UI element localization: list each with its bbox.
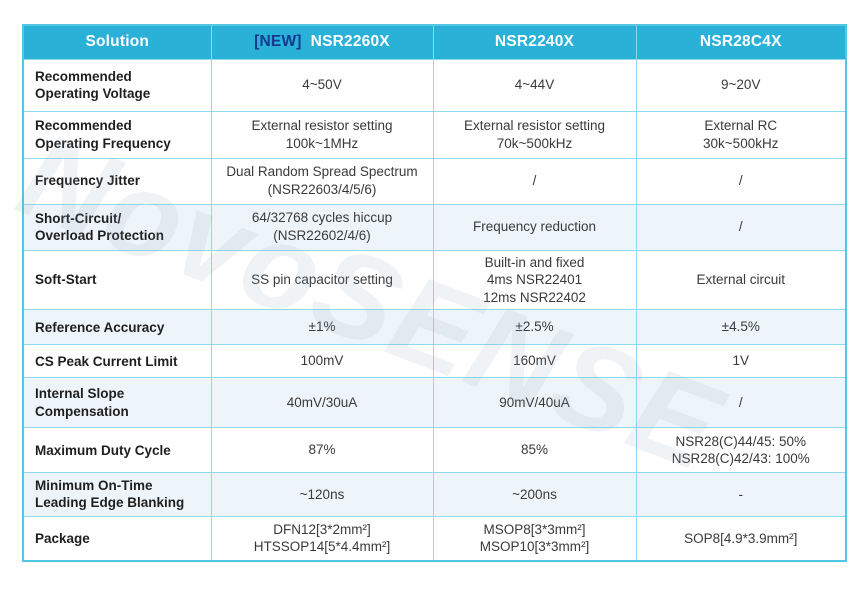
table-cell: External circuit (635, 249, 847, 311)
table-cell: MSOP8[3*3mm²] MSOP10[3*3mm²] (432, 515, 637, 562)
column-header-label: NSR28C4X (699, 33, 782, 51)
column-header-nsr2240x: NSR2240X (432, 24, 637, 60)
table-cell: / (635, 377, 847, 429)
row-label: Reference Accuracy (22, 309, 212, 346)
row-label: Frequency Jitter (22, 157, 212, 205)
table-cell: 9~20V (635, 58, 847, 112)
table-cell: 90mV/40uA (432, 377, 637, 429)
table-cell: ±2.5% (432, 309, 637, 346)
row-label: Recommended Operating Frequency (22, 110, 212, 159)
comparison-table: Solution [NEW] NSR2260X NSR2240X NSR28C4X… (22, 24, 847, 563)
table-row: CS Peak Current Limit 100mV 160mV 1V (22, 344, 847, 379)
row-label: Maximum Duty Cycle (22, 427, 212, 474)
table-row: Reference Accuracy ±1% ±2.5% ±4.5% (22, 309, 847, 346)
table-cell: DFN12[3*2mm²] HTSSOP14[5*4.4mm²] (210, 515, 434, 562)
column-header-label: NSR2240X (494, 33, 575, 51)
table-row: Maximum Duty Cycle 87% 85% NSR28(C)44/45… (22, 427, 847, 474)
table-row: Package DFN12[3*2mm²] HTSSOP14[5*4.4mm²]… (22, 515, 847, 562)
new-badge: [NEW] (254, 33, 302, 51)
table-cell: NSR28(C)44/45: 50% NSR28(C)42/43: 100% (635, 427, 847, 474)
table-row: Minimum On-Time Leading Edge Blanking ~1… (22, 472, 847, 517)
column-header-nsr28c4x: NSR28C4X (635, 24, 847, 60)
column-header-label: NSR2260X (310, 33, 390, 51)
row-label: Internal Slope Compensation (22, 377, 212, 429)
column-header-label: Solution (85, 33, 150, 51)
table-cell: 64/32768 cycles hiccup (NSR22602/4/6) (210, 203, 434, 251)
table-cell: SOP8[4.9*3.9mm²] (635, 515, 847, 562)
table-cell: Dual Random Spread Spectrum (NSR22603/4/… (210, 157, 434, 205)
row-label: Soft-Start (22, 249, 212, 311)
row-label: Minimum On-Time Leading Edge Blanking (22, 472, 212, 517)
table-cell: 1V (635, 344, 847, 379)
table-cell: SS pin capacitor setting (210, 249, 434, 311)
table-row: Soft-Start SS pin capacitor setting Buil… (22, 249, 847, 311)
table-row: Frequency Jitter Dual Random Spread Spec… (22, 157, 847, 205)
table-cell: / (432, 157, 637, 205)
table-cell: Frequency reduction (432, 203, 637, 251)
table-cell: 40mV/30uA (210, 377, 434, 429)
table-cell: ±1% (210, 309, 434, 346)
table-cell: 100mV (210, 344, 434, 379)
table-cell: 85% (432, 427, 637, 474)
table-container: Solution [NEW] NSR2260X NSR2240X NSR28C4X… (22, 24, 847, 563)
table-row: Recommended Operating Voltage 4~50V 4~44… (22, 58, 847, 112)
table-cell: ±4.5% (635, 309, 847, 346)
table-cell: ~200ns (432, 472, 637, 517)
table-cell: External resistor setting 100k~1MHz (210, 110, 434, 159)
table-cell: 4~44V (432, 58, 637, 112)
table-cell: - (635, 472, 847, 517)
row-label: Short-Circuit/ Overload Protection (22, 203, 212, 251)
column-header-solution: Solution (22, 24, 212, 60)
table-cell: 87% (210, 427, 434, 474)
table-row: Short-Circuit/ Overload Protection 64/32… (22, 203, 847, 251)
header-row: Solution [NEW] NSR2260X NSR2240X NSR28C4X (22, 24, 847, 60)
row-label: Recommended Operating Voltage (22, 58, 212, 112)
table-cell: 4~50V (210, 58, 434, 112)
table-cell: / (635, 157, 847, 205)
table-row: Internal Slope Compensation 40mV/30uA 90… (22, 377, 847, 429)
row-label: CS Peak Current Limit (22, 344, 212, 379)
table-cell: External resistor setting 70k~500kHz (432, 110, 637, 159)
table-cell: Built-in and fixed 4ms NSR22401 12ms NSR… (432, 249, 637, 311)
table-cell: External RC 30k~500kHz (635, 110, 847, 159)
table-cell: 160mV (432, 344, 637, 379)
table-row: Recommended Operating Frequency External… (22, 110, 847, 159)
table-cell: / (635, 203, 847, 251)
table-cell: ~120ns (210, 472, 434, 517)
row-label: Package (22, 515, 212, 562)
column-header-nsr2260x: [NEW] NSR2260X (210, 24, 434, 60)
